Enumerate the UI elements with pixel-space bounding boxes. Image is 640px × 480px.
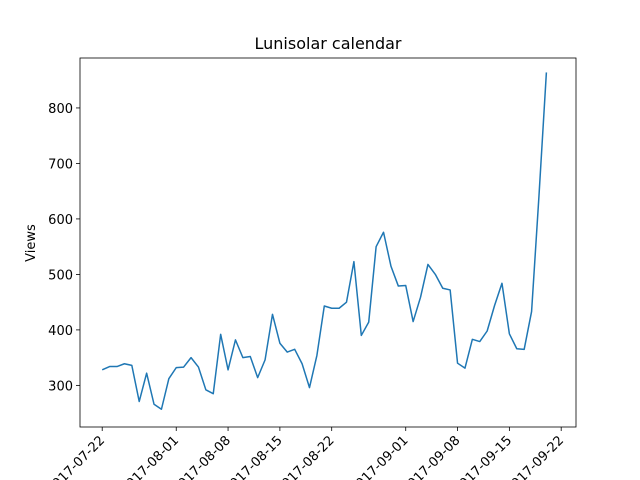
y-tick-label: 500	[48, 268, 73, 283]
x-axis: 2017-07-22 2017-08-012017-08-082017-08-15…	[44, 427, 567, 480]
x-tick-label: 2017-07-22	[44, 433, 108, 480]
plot-frame	[79, 57, 577, 428]
x-tick-label: 2017-09-01	[348, 433, 412, 480]
x-tick-label: 2017-08-15	[222, 433, 286, 480]
x-tick-label: 2017-08-08	[170, 433, 234, 480]
y-tick-label: 400	[48, 324, 73, 339]
chart-title: Lunisolar calendar	[255, 34, 402, 53]
series-line	[101, 72, 548, 410]
x-tick-label: 2017-09-22	[503, 433, 567, 480]
y-axis: 300 400 500 600 700 800	[48, 102, 80, 394]
y-axis-label: Views	[24, 224, 39, 262]
x-tick-label: 2017-08-22	[273, 433, 337, 480]
x-tick-label: 2017-08-01	[118, 433, 182, 480]
y-tick-label: 800	[48, 102, 73, 117]
y-tick-label: 700	[48, 157, 73, 172]
x-tick-label: 2017-09-15	[451, 433, 515, 480]
y-tick-label: 600	[48, 213, 73, 228]
x-tick-label: 2017-09-08	[399, 433, 463, 480]
y-tick-label: 300	[48, 379, 73, 394]
